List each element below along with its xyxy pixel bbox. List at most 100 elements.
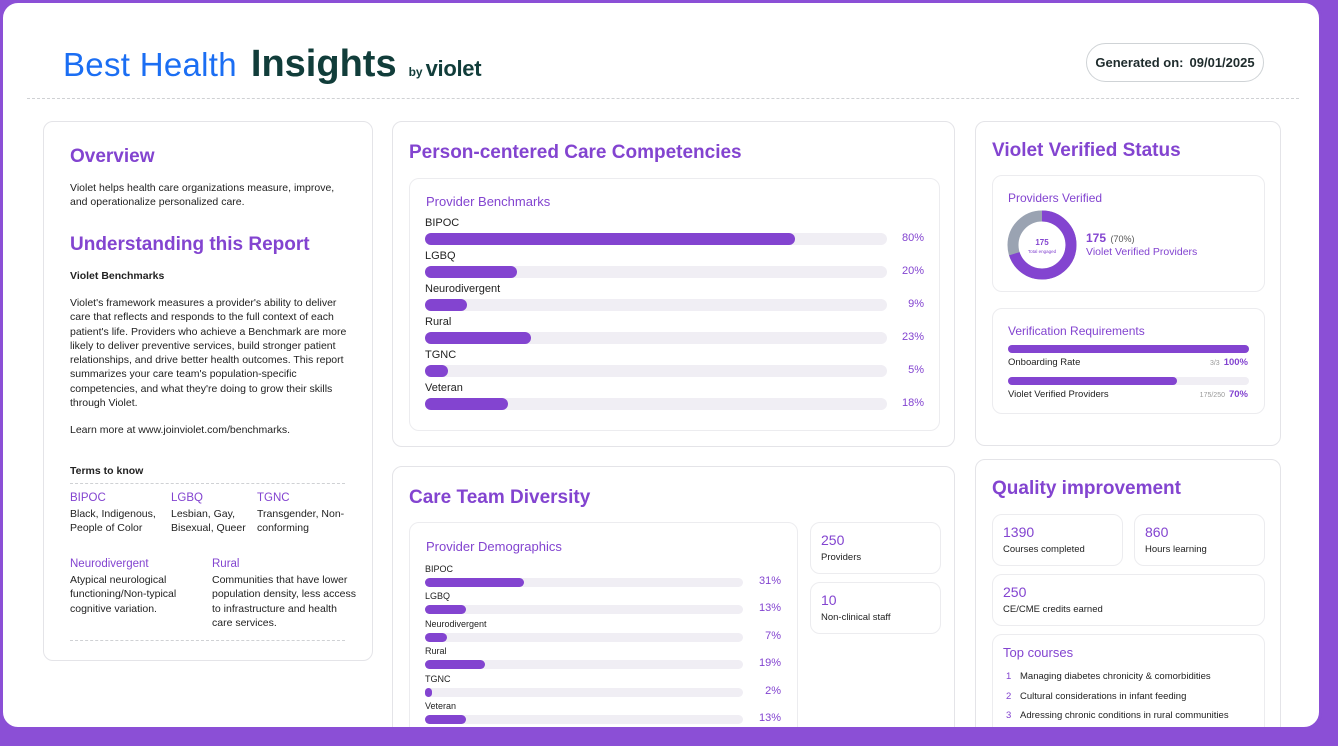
term-title: TGNC (257, 492, 290, 504)
term-bipoc: BIPOC Black, Indigenous, People of Color (70, 492, 166, 536)
term-definition: Black, Indigenous, People of Color (70, 508, 156, 535)
header-divider (27, 98, 1299, 99)
course-number: 1 (1006, 671, 1012, 682)
course-item[interactable]: 3 Adressing chronic conditions in rural c… (1006, 710, 1229, 721)
benchmark-bar-fill (425, 233, 795, 245)
diversity-card: Care Team Diversity Provider Demographic… (392, 466, 955, 727)
provider-benchmarks-panel: Provider Benchmarks BIPOC 80% LGBQ 20% Neuro… (409, 178, 940, 431)
overview-intro: Violet helps health care organizations m… (70, 182, 335, 209)
overview-card: Overview Violet helps health care organi… (43, 121, 373, 661)
overview-title: Overview (70, 146, 155, 167)
stat-label: Non-clinical staff (821, 612, 891, 623)
term-title: Neurodivergent (70, 558, 149, 570)
demographic-bar-fill (425, 715, 467, 724)
benchmark-pct: 80% (901, 232, 924, 244)
benchmark-bar-track (425, 299, 887, 311)
stat-label: Providers (821, 552, 862, 563)
learn-more-link[interactable]: Learn more at www.joinviolet.com/benchma… (70, 424, 291, 436)
verification-requirements-title: Verification Requirements (1008, 324, 1145, 338)
requirement-pct: 100% (1223, 357, 1248, 368)
top-courses-panel: Top courses 1 Managing diabetes chronicit… (992, 634, 1265, 727)
course-name: Managing diabetes chronicity & comorbidi… (1020, 671, 1211, 682)
course-number: 2 (1006, 690, 1012, 702)
requirement-label: Violet Verified Providers (1008, 389, 1109, 400)
benchmark-bar-fill (425, 398, 509, 410)
benchmark-pct: 23% (901, 331, 924, 343)
demographic-bar-fill (425, 605, 467, 615)
term-definition: Communities that have lower population d… (212, 574, 356, 629)
competencies-card: Person-centered Care Competencies Provid… (392, 121, 955, 447)
demographic-pct: 19% (758, 657, 781, 670)
stat-value: 250 (821, 532, 845, 548)
verified-count-pct: (70%) (1110, 234, 1135, 244)
benchmark-label: Neurodivergent (425, 283, 501, 295)
requirement-ratio: 175/250 (1199, 392, 1225, 399)
course-name: Adressing chronic conditions in rural co… (1020, 710, 1229, 721)
competencies-title: Person-centered Care Competencies (409, 142, 742, 163)
benchmark-label: BIPOC (425, 217, 460, 229)
demographic-label: Veteran (425, 701, 457, 711)
demographic-pct: 13% (758, 602, 781, 615)
providers-verified-panel: Providers Verified 175 Total engaged 175… (992, 175, 1265, 292)
stat-label: CE/CME credits earned (1003, 604, 1103, 615)
understanding-title: Understanding this Report (70, 234, 310, 255)
requirement-bar-track (1008, 377, 1249, 385)
quality-title: Quality improvement (992, 478, 1181, 499)
course-item[interactable]: 2 Cultural considerations in infant feedi… (1006, 691, 1186, 702)
benchmark-bar-fill (425, 332, 532, 344)
brand-part2: Insights (250, 43, 397, 85)
stat-credits-earned: 250 CE/CME credits earned (992, 574, 1265, 626)
benchmark-bar-fill (425, 299, 467, 311)
brand-title: Best Health Insights by violet (63, 43, 482, 86)
report-frame: Best Health Insights by violet Generated… (0, 0, 1322, 730)
requirement-values: 175/250 70% (1200, 389, 1248, 400)
requirement-bar-track (1008, 345, 1249, 353)
stat-value: 250 (1003, 584, 1027, 600)
stat-hours-learning: 860 Hours learning (1134, 514, 1265, 566)
top-courses-title: Top courses (1003, 645, 1074, 660)
demographic-bar-track (425, 578, 743, 587)
demographic-bar-fill (425, 687, 432, 697)
demographic-bar-fill (425, 578, 524, 587)
brand-by: by (408, 65, 423, 79)
course-item[interactable]: 1 Managing diabetes chronicity & comorbid… (1006, 671, 1211, 682)
quality-card: Quality improvement 1390 Courses complet… (975, 459, 1281, 727)
stat-value: 1390 (1003, 524, 1035, 540)
verified-card: Violet Verified Status Providers Verifie… (975, 121, 1281, 446)
stat-courses-completed: 1390 Courses completed (992, 514, 1123, 566)
generated-date-badge: Generated on: 09/01/2025 (1086, 43, 1264, 82)
term-neurodivergent: Neurodivergent Atypical neurological fun… (70, 558, 200, 616)
donut-center-value: 175 (1035, 238, 1049, 247)
stat-value: 860 (1145, 524, 1169, 540)
demographic-label: Rural (425, 646, 447, 657)
verified-count-label: Violet Verified Providers (1086, 246, 1198, 258)
stat-value: 10 (821, 592, 837, 608)
term-title: Rural (212, 558, 240, 570)
provider-demographics-title: Provider Demographics (426, 539, 562, 554)
generated-label: Generated on: (1095, 55, 1184, 70)
term-definition: Atypical neurological functioning/Non-ty… (70, 574, 177, 615)
generated-date: 09/01/2025 (1189, 55, 1255, 70)
provider-benchmarks-title: Provider Benchmarks (426, 194, 551, 209)
requirement-pct: 70% (1228, 389, 1248, 400)
term-rural: Rural Communities that have lower popula… (212, 558, 360, 630)
benchmark-bar-track (425, 398, 887, 410)
requirement-ratio: 3/3 (1209, 360, 1220, 367)
benchmark-pct: 18% (901, 397, 924, 409)
terms-title: Terms to know (70, 465, 144, 477)
demographic-bar-track (425, 605, 743, 615)
demographic-pct: 13% (758, 712, 781, 724)
term-tgnc: TGNC Transgender, Non-conforming (257, 492, 349, 536)
stat-non-clinical: 10 Non-clinical staff (810, 582, 941, 634)
benchmark-pct: 9% (908, 298, 924, 310)
provider-demographics-panel: Provider Demographics BIPOC 31% LGBQ 13% Neu… (409, 522, 798, 727)
donut-center-label: Total engaged (1028, 249, 1057, 254)
benchmark-pct: 5% (908, 364, 924, 376)
course-name: Cultural considerations in infant feedin… (1020, 690, 1187, 702)
benchmark-bar-track (425, 233, 887, 245)
verification-requirements-panel: Verification Requirements Onboarding Rat… (992, 308, 1265, 414)
demographic-label: Neurodivergent (425, 618, 487, 629)
benchmarks-text: Violet's framework measures a provider's… (70, 297, 347, 410)
benchmark-label: LGBQ (425, 250, 456, 262)
demographic-label: LGBQ (425, 591, 451, 602)
